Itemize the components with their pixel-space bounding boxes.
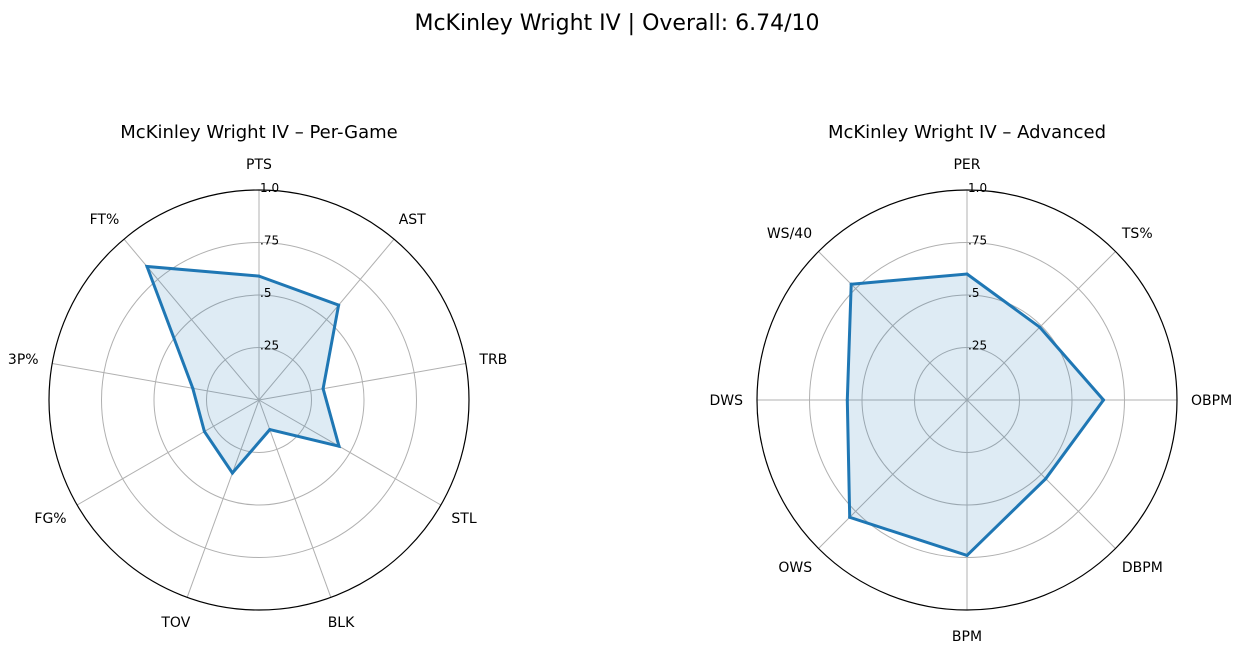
grid-spoke	[258, 399, 332, 598]
series-line	[144, 264, 342, 476]
data-point	[337, 303, 341, 307]
grid-spoke	[186, 399, 260, 598]
category-label: BLK	[328, 615, 355, 631]
category-label: TRB	[478, 352, 507, 368]
data-point	[191, 386, 195, 390]
category-label: TOV	[160, 615, 190, 631]
radar-chart-per-game: .25 .5 .75 1.0 PTS AST TRB STL BLK TOV FG% 3P% FT% Mc…	[8, 122, 507, 631]
data-point	[849, 282, 853, 286]
category-label: AST	[399, 212, 426, 228]
data-point	[230, 471, 234, 475]
radial-tick-label: .75	[260, 234, 279, 248]
figure-suptitle: McKinley Wright IV | Overall: 6.74/10	[414, 11, 819, 36]
category-label: STL	[451, 511, 476, 527]
grid-spoke	[258, 238, 395, 401]
polar-frame	[756, 189, 1178, 611]
data-point	[1044, 477, 1048, 481]
category-label: 3P%	[8, 352, 39, 368]
series-area	[847, 274, 1104, 556]
category-label: FG%	[34, 511, 66, 527]
category-label: DBPM	[1122, 560, 1163, 576]
grid-spoke	[818, 251, 968, 401]
data-point	[845, 398, 849, 402]
data-point	[1038, 325, 1042, 329]
category-label: DWS	[709, 393, 743, 409]
grid-spoke	[258, 363, 466, 401]
grid-spoke	[76, 399, 260, 506]
radial-tick-label: .25	[260, 339, 279, 353]
category-label: PTS	[246, 157, 272, 173]
series-area	[147, 266, 339, 473]
category-label: TS%	[1121, 226, 1153, 242]
radial-tick-label: .5	[260, 286, 271, 300]
category-label: PER	[953, 157, 980, 173]
category-label: OWS	[778, 560, 812, 576]
data-point	[337, 444, 341, 448]
data-point	[145, 264, 149, 268]
data-point	[1102, 398, 1105, 402]
grid-spoke	[52, 363, 260, 401]
radial-tick-label: .75	[968, 234, 987, 248]
radar-chart-advanced: .25 .5 .75 1.0 PER TS% OBPM DBPM BPM OWS DWS WS/40 M…	[709, 122, 1232, 645]
grid-spoke	[966, 399, 1116, 549]
radar-title: McKinley Wright IV – Per-Game	[120, 122, 397, 143]
radial-tick-label: 1.0	[968, 181, 987, 195]
category-label: BPM	[952, 629, 982, 645]
data-point	[848, 515, 852, 519]
data-point	[965, 272, 969, 276]
data-point	[965, 553, 969, 557]
polar-frame	[48, 189, 470, 611]
data-point	[257, 274, 261, 278]
radial-tick-label: .25	[968, 339, 987, 353]
radial-tick-label: 1.0	[260, 181, 279, 195]
radial-tick-label: .5	[968, 286, 979, 300]
grid-spoke	[966, 251, 1116, 401]
category-label: WS/40	[767, 226, 812, 242]
data-point	[268, 428, 272, 432]
radar-title: McKinley Wright IV – Advanced	[828, 122, 1106, 143]
grid-spoke	[818, 399, 968, 549]
category-label: FT%	[90, 212, 120, 228]
data-point	[321, 387, 325, 391]
data-point	[202, 430, 206, 433]
category-label: OBPM	[1191, 393, 1232, 409]
grid-spoke	[258, 399, 442, 506]
